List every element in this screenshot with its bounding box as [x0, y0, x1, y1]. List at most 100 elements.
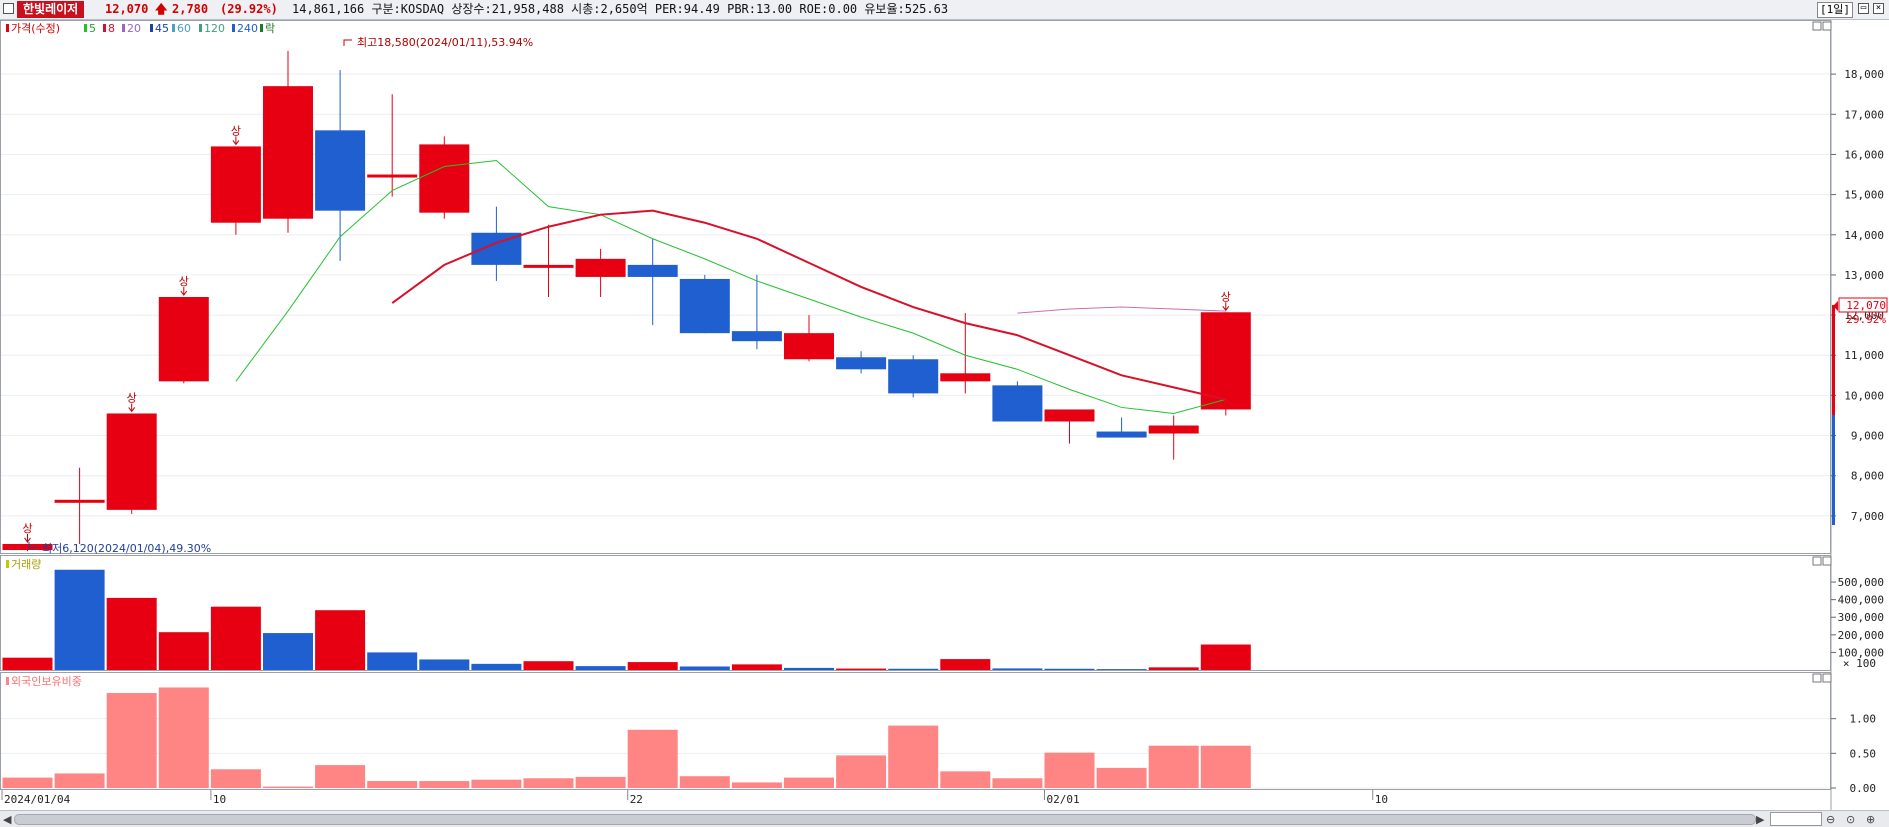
panel-minimize-icon[interactable] [1812, 556, 1822, 566]
candle-body [315, 130, 366, 211]
zoom-reset-icon[interactable]: ⊙ [1846, 813, 1856, 826]
limit-up-label: 상 [127, 391, 137, 404]
restore-icon[interactable]: ▭ [1858, 3, 1869, 14]
price-tick-label: 10,000 [1844, 389, 1884, 402]
chart-canvas[interactable]: 18,000 17,000 16,000 15,000 14,000 13,000 12,0… [0, 0, 1889, 810]
candle-body [627, 264, 678, 277]
candle-body [2, 543, 53, 551]
ma20-line [391, 209, 1227, 401]
checkbox[interactable] [3, 3, 14, 14]
volume-bar [679, 666, 730, 670]
panel-minimize-icon[interactable] [1812, 21, 1822, 31]
foreign-bar [992, 778, 1043, 788]
limit-up-arrow [180, 287, 188, 296]
foreign-bar [2, 777, 53, 788]
scroll-left-icon[interactable]: ◀ [3, 813, 12, 826]
limit-up-label: 상 [231, 124, 241, 137]
stock-stats: 14,861,166 구분:KOSDAQ 상장수:21,958,488 시총:2… [292, 2, 949, 16]
price-tick-label: 17,000 [1844, 108, 1884, 121]
foreign-bar [106, 693, 157, 788]
legend-ma240: 240 [237, 22, 258, 35]
price-y-axis: 18,000 17,000 16,000 15,000 14,000 13,000 12,0… [1831, 68, 1884, 523]
x-tick-label: 02/01 [1047, 793, 1080, 806]
candle-body [940, 373, 991, 382]
zoom-in-icon[interactable]: ⊕ [1866, 813, 1876, 826]
volume-bar [1096, 669, 1147, 670]
volume-bar [1200, 644, 1251, 670]
current-price-marker [1833, 301, 1838, 311]
volume-bar [627, 662, 678, 670]
x-tick-label: 2024/01/04 [4, 793, 71, 806]
scroll-thumb[interactable] [14, 814, 1756, 825]
foreign-tick-label: 0.50 [1850, 747, 1877, 760]
candle-body [888, 359, 939, 394]
volume-legend: 거래량 [6, 558, 41, 571]
volume-bar [106, 597, 157, 670]
price-tick-label: 8,000 [1851, 470, 1884, 483]
foreign-bar [523, 778, 574, 788]
horizontal-scrollbar[interactable]: ◀ ▶ ⊖ ⊙ ⊕ [0, 810, 1889, 827]
candle-body [1096, 431, 1147, 438]
volume-bar [888, 668, 939, 670]
x-tick-label: 10 [1375, 793, 1388, 806]
volume-bar [263, 633, 313, 670]
current-price-tag [1838, 297, 1888, 313]
candle-body [575, 258, 626, 277]
volume-bar [784, 667, 834, 670]
panel-close-icon[interactable] [1822, 556, 1832, 566]
foreign-bar [731, 782, 782, 788]
foreign-y-axis: 1.00 0.50 0.00 [1831, 713, 1876, 795]
panel-close-icon[interactable] [1822, 21, 1832, 31]
stock-info-bar: 한빛레이저 12,070 🡅 2,780 (29.92%) 14,861,166… [0, 0, 1889, 20]
price-tick-label: 7,000 [1851, 510, 1884, 523]
stock-name[interactable]: 한빛레이저 [17, 1, 85, 18]
foreign-bar [315, 765, 366, 788]
volume-tick-label: 400,000 [1838, 594, 1884, 607]
volume-bar [575, 666, 626, 670]
volume-bar [731, 664, 782, 670]
legend-ma45: 45 [155, 22, 169, 35]
price-tick-label: 14,000 [1844, 229, 1884, 242]
foreign-bar [1044, 752, 1095, 788]
foreign-bar [1200, 745, 1251, 788]
volume-bar [523, 661, 574, 670]
foreign-bar [1148, 745, 1199, 788]
foreign-bar [575, 776, 626, 788]
candle-body [1044, 409, 1095, 422]
x-tick-label: 22 [630, 793, 643, 806]
volume-tick-label: 500,000 [1838, 576, 1884, 589]
foreign-bar [419, 781, 470, 788]
candle-body [836, 357, 887, 370]
price-legend: 가격(수정) 5 8 20 45 60 120 240 락 [6, 22, 275, 35]
scroll-right-icon[interactable]: ▶ [1756, 813, 1765, 826]
foreign-legend: 외국인보유비중 [6, 675, 82, 688]
candle-body [419, 144, 470, 213]
foreign-bar [836, 755, 887, 788]
volume-bar [315, 610, 366, 670]
panel-minimize-icon[interactable] [1812, 673, 1822, 683]
volume-bar [1044, 668, 1095, 670]
limit-up-arrow [128, 403, 136, 413]
price-tick-label: 15,000 [1844, 189, 1884, 202]
candle-body [784, 333, 834, 360]
panel-close-icon[interactable] [1822, 673, 1832, 683]
zoom-slider[interactable] [1770, 812, 1822, 826]
x-axis: 2024/01/04 10 22 02/01 10 [1, 790, 1388, 806]
zoom-out-icon[interactable]: ⊖ [1826, 813, 1836, 826]
close-icon[interactable]: × [1873, 3, 1884, 14]
up-arrow-icon: 🡅 [155, 2, 168, 16]
volume-bar [471, 663, 522, 670]
candle-body [367, 174, 418, 178]
candle-body [54, 499, 105, 503]
price-range-bar-up [1832, 305, 1835, 415]
period-selector[interactable]: [1일] [1817, 2, 1853, 18]
foreign-bar [471, 779, 522, 788]
candle-body [210, 146, 261, 223]
legend-ma120: 120 [204, 22, 225, 35]
limit-up-arrow [1222, 302, 1230, 312]
legend-price: 가격(수정) [11, 22, 60, 35]
volume-tick-label: 200,000 [1838, 629, 1884, 642]
volume-tick-label: 300,000 [1838, 611, 1884, 624]
foreign-bar [263, 786, 313, 788]
